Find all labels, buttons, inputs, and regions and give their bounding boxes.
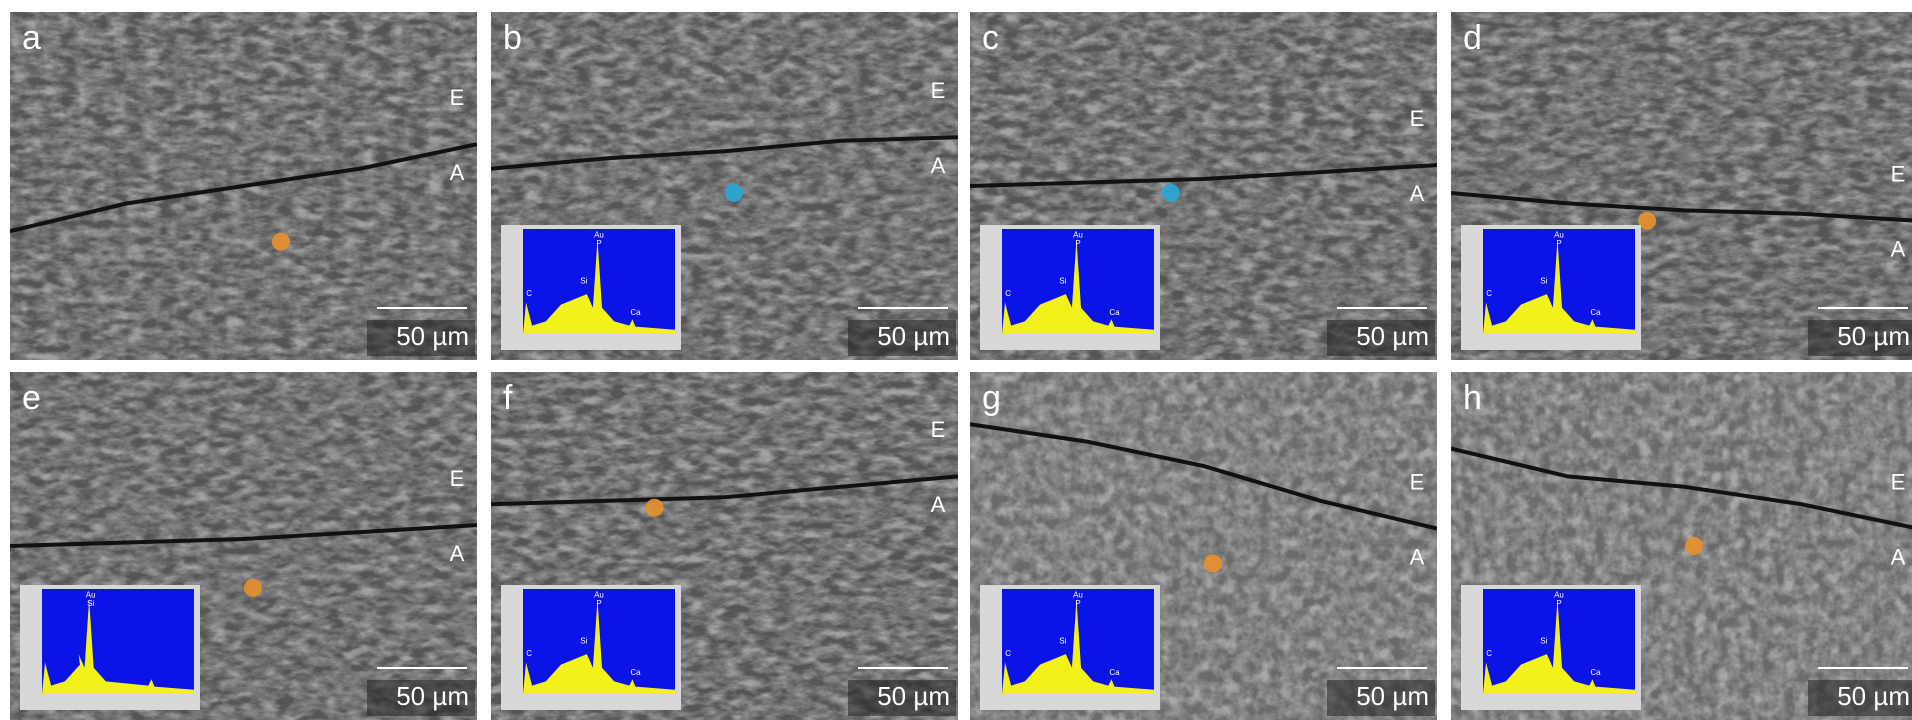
peak-label: P: [596, 239, 601, 248]
peak-label: Si: [1059, 637, 1066, 646]
peak-label: Si: [87, 599, 94, 608]
analysis-spot: [272, 233, 290, 251]
layer-label: A: [1410, 544, 1425, 569]
scale-bar-label: 50 µm: [396, 321, 469, 351]
scale-bar-label: 50 µm: [877, 321, 950, 351]
peak-label: C: [1005, 649, 1011, 658]
layer-label: A: [931, 492, 946, 517]
analysis-spot: [1162, 184, 1180, 202]
peak-label: Si: [1059, 277, 1066, 286]
peak-label: C: [1486, 289, 1492, 298]
analysis-spot: [725, 184, 743, 202]
layer-label: E: [450, 85, 465, 110]
layer-label: E: [1891, 162, 1906, 187]
panel: a E A 50 µm: [10, 12, 477, 360]
peak-label: Ca: [1590, 308, 1601, 317]
peak-label: P: [1075, 599, 1080, 608]
peak-label: C: [526, 289, 532, 298]
panel-label: b: [503, 19, 522, 57]
layer-label: E: [931, 417, 946, 442]
analysis-spot: [244, 579, 262, 597]
analysis-spot: [1204, 554, 1222, 572]
peak-label: Ca: [630, 668, 641, 677]
scale-bar-label: 50 µm: [1356, 321, 1429, 351]
layer-label: A: [1891, 544, 1906, 569]
scale-bar-label: 50 µm: [1837, 681, 1910, 711]
peak-label: Ca: [1109, 308, 1120, 317]
peak-label: Si: [580, 637, 587, 646]
peak-label: Ca: [630, 308, 641, 317]
scale-bar-label: 50 µm: [396, 681, 469, 711]
panel-label: e: [22, 379, 41, 417]
peak-label: P: [1556, 599, 1561, 608]
panel-label: g: [982, 379, 1001, 417]
panel-label: h: [1463, 379, 1482, 417]
scale-bar-label: 50 µm: [877, 681, 950, 711]
analysis-spot: [645, 499, 663, 517]
layer-label: E: [1410, 106, 1425, 131]
layer-label: A: [1891, 237, 1906, 262]
layer-label: A: [450, 160, 465, 185]
peak-label: P: [596, 599, 601, 608]
layer-label: E: [450, 466, 465, 491]
peak-label: Si: [1540, 637, 1547, 646]
scale-bar-label: 50 µm: [1356, 681, 1429, 711]
panel-label: c: [982, 19, 999, 57]
layer-label: A: [450, 541, 465, 566]
layer-label: A: [1410, 181, 1425, 206]
layer-label: E: [1410, 469, 1425, 494]
peak-label: P: [1075, 239, 1080, 248]
layer-label: E: [931, 78, 946, 103]
layer-label: A: [931, 153, 946, 178]
peak-label: Ca: [1109, 668, 1120, 677]
peak-label: C: [1486, 649, 1492, 658]
panel-label: d: [1463, 19, 1482, 57]
layer-label: E: [1891, 469, 1906, 494]
peak-label: Si: [580, 277, 587, 286]
inset-plot: [42, 589, 194, 694]
panel-label: a: [22, 19, 41, 57]
peak-label: Ca: [1590, 668, 1601, 677]
peak-label: P: [1556, 239, 1561, 248]
panel-label: f: [503, 379, 513, 417]
figure: aEA50 µmbEA50 µmAuPSiCCacEA50 µmAuPSiCCa…: [0, 0, 1912, 720]
peak-label: C: [526, 649, 532, 658]
peak-label: Si: [1540, 277, 1547, 286]
peak-label: C: [1005, 289, 1011, 298]
analysis-spot: [1685, 537, 1703, 555]
scale-bar-label: 50 µm: [1837, 321, 1910, 351]
